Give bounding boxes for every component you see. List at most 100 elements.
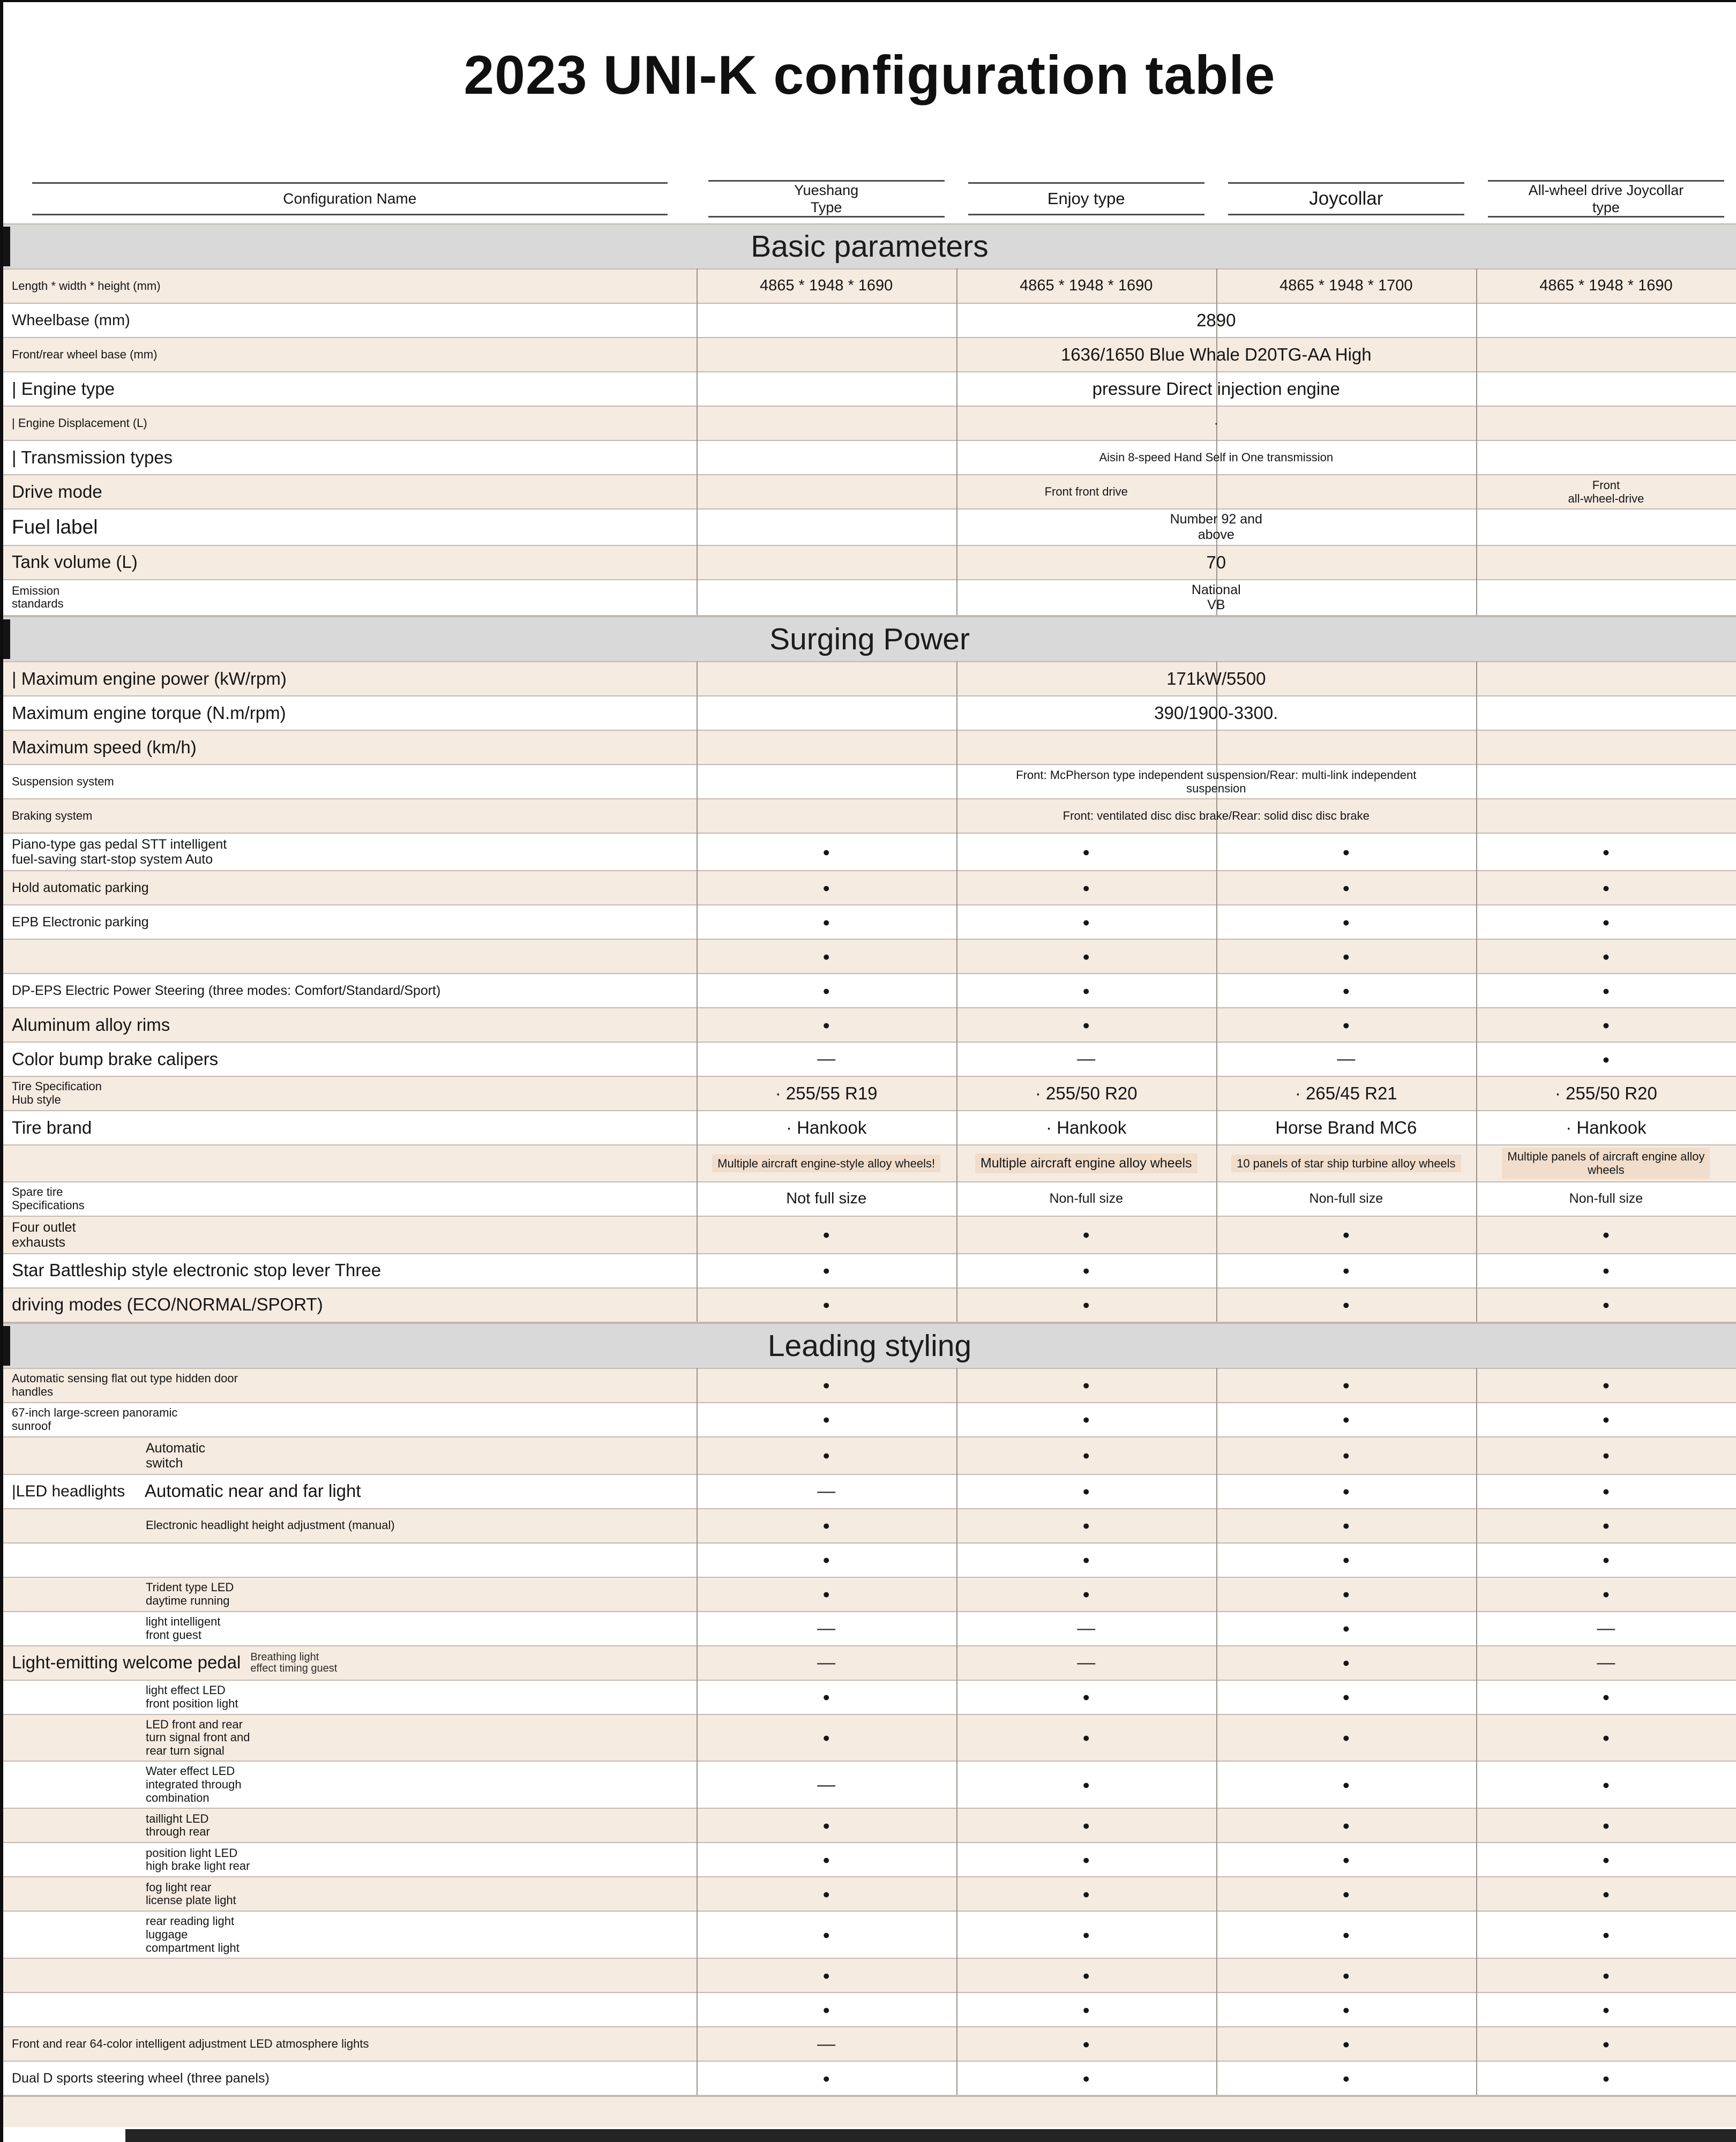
- feature-absent-dash: —: [817, 1652, 836, 1673]
- feature-included-dot: ●: [1082, 1968, 1090, 1982]
- value-cell: ●: [697, 1295, 956, 1314]
- row-label: | Engine Displacement (L): [12, 416, 147, 430]
- feature-included-dot: ●: [1602, 1818, 1610, 1833]
- feature-included-dot: ●: [1602, 844, 1610, 859]
- cell-value: 10 panels of star ship turbine alloy whe…: [1231, 1154, 1461, 1172]
- feature-included-dot: ●: [1082, 1227, 1090, 1242]
- section-title: Leading styling: [767, 1328, 972, 1363]
- feature-included-dot: ●: [1602, 1484, 1610, 1499]
- row-label-cell: Maximum engine torque (N.m/rpm): [3, 700, 697, 727]
- value-cell: 4865 * 1948 * 1690: [697, 275, 956, 297]
- feature-included-dot: ●: [1082, 1017, 1090, 1032]
- table-row: Automatic switch ● ● ● ●: [3, 1436, 1736, 1474]
- value-cell: Number 92 and above: [697, 510, 1736, 545]
- cell-value: Not full size: [786, 1189, 867, 1207]
- feature-included-dot: ●: [1342, 1484, 1350, 1499]
- feature-included-dot: ●: [1602, 1778, 1610, 1792]
- table-row: Drive mode Front front drive Front all-whe…: [3, 474, 1736, 508]
- feature-included-dot: ●: [822, 1928, 830, 1942]
- column-divider-line: [696, 268, 698, 615]
- feature-included-dot: ●: [1342, 880, 1350, 895]
- value-cell: 390/1900-3300.: [697, 701, 1736, 725]
- value-cell: ●: [1216, 2035, 1476, 2053]
- row-label: Aluminum alloy rims: [12, 1014, 170, 1035]
- value-cell: Aisin 8-speed Hand Self in One transmiss…: [697, 448, 1736, 466]
- value-cell: —: [697, 2032, 956, 2057]
- column-divider-line: [956, 268, 957, 615]
- table-row: Wheelbase (mm) 2890: [3, 303, 1736, 337]
- table-row: Spare tire Specifications Not full size No…: [3, 1181, 1736, 1216]
- value-cell: ●: [697, 1410, 956, 1428]
- feature-included-dot: ●: [1342, 1818, 1350, 1833]
- cell-value: · Hankook: [1046, 1118, 1127, 1138]
- value-cell: 4865 * 1948 * 1690: [956, 275, 1216, 297]
- cell-value: ·: [1214, 415, 1218, 431]
- cell-value: Multiple aircraft engine-style alloy whe…: [712, 1154, 941, 1172]
- row-label-cell: Water effect LED integrated through comb…: [3, 1762, 697, 1808]
- column-divider-line: [1216, 1367, 1217, 2095]
- value-cell: ●: [956, 2001, 1216, 2019]
- value-cell: ●: [697, 1446, 956, 1464]
- column-header-yueshang-type: Yueshang Type: [697, 174, 956, 223]
- feature-included-dot: ●: [1342, 1448, 1350, 1463]
- value-cell: —: [1216, 1046, 1476, 1072]
- value-cell: ●: [1216, 1816, 1476, 1834]
- row-label-cell: | Maximum engine power (kW/rpm): [3, 666, 697, 692]
- row-label-cell: Tank volume (L): [3, 549, 697, 575]
- row-label: fog light rear license plate light: [146, 1880, 236, 1907]
- row-label: Spare tire Specifications: [12, 1185, 85, 1212]
- row-label-cell: 67-inch large-screen panoramic sunroof: [3, 1403, 697, 1436]
- cell-value: Front front drive: [1044, 485, 1128, 499]
- feature-included-dot: ●: [1082, 949, 1090, 963]
- feature-included-dot: ●: [822, 1378, 830, 1392]
- table-row: driving modes (ECO/NORMAL/SPORT) ● ● ● ●: [3, 1287, 1736, 1322]
- table-row: Tire Specification Hub style · 255/55 R19…: [3, 1076, 1736, 1110]
- row-label-cell: light intelligent front guest: [3, 1612, 697, 1645]
- feature-included-dot: ●: [1602, 2003, 1610, 2017]
- section-body-leading-styling: Automatic sensing flat out type hidden d…: [3, 1367, 1736, 2096]
- value-cell: Front front drive: [697, 483, 1476, 500]
- table-row: DP-EPS Electric Power Steering (three mo…: [3, 973, 1736, 1007]
- row-label: Tire brand: [12, 1117, 92, 1137]
- value-cell: ●: [1476, 947, 1736, 965]
- feature-included-dot: ●: [1342, 2037, 1350, 2051]
- table-row: Light-emitting welcome pedal Breathing li…: [3, 1645, 1736, 1680]
- value-cell: ●: [1476, 1376, 1736, 1394]
- value-cell: —: [1476, 1616, 1736, 1641]
- value-cell: Front: McPherson type independent suspen…: [697, 766, 1736, 798]
- feature-included-dot: ●: [1602, 1928, 1610, 1942]
- row-label-cell: [3, 1557, 697, 1563]
- row-label: | Maximum engine power (kW/rpm): [12, 668, 287, 688]
- feature-included-dot: ●: [1342, 1928, 1350, 1942]
- value-cell: —: [697, 1650, 956, 1675]
- cell-value: 4865 * 1948 * 1700: [1279, 277, 1413, 295]
- column-header-text: Yueshang Type: [708, 179, 945, 218]
- value-cell: ●: [1216, 1728, 1476, 1747]
- value-cell: —: [1476, 1650, 1736, 1675]
- row-label: taillight LED through rear: [146, 1811, 210, 1839]
- table-row: ● ● ● ●: [3, 1992, 1736, 2026]
- value-cell: ●: [956, 1926, 1216, 1944]
- value-cell: ●: [956, 1585, 1216, 1603]
- value-cell: ●: [956, 1966, 1216, 1984]
- feature-included-dot: ●: [1082, 2071, 1090, 2085]
- feature-included-dot: ●: [1602, 1298, 1610, 1312]
- row-label-cell: Wheelbase (mm): [3, 309, 697, 332]
- value-cell: ●: [1216, 1551, 1476, 1569]
- row-label: Light-emitting welcome pedal: [12, 1652, 241, 1673]
- value-cell: [697, 745, 1736, 750]
- feature-included-dot: ●: [1342, 1263, 1350, 1278]
- value-cell: ●: [1216, 1516, 1476, 1534]
- value-cell: ●: [697, 1728, 956, 1747]
- table-row: Hold automatic parking ● ● ● ●: [3, 870, 1736, 904]
- table-row: Tire brand · Hankook · Hankook Horse Brand …: [3, 1110, 1736, 1144]
- table-row: Length * width * height (mm) 4865 * 1948 …: [3, 268, 1736, 303]
- cell-value: · 255/55 R19: [775, 1083, 878, 1104]
- value-cell: —: [697, 1772, 956, 1798]
- column-divider-line: [1476, 661, 1477, 1322]
- feature-included-dot: ●: [1342, 1553, 1350, 1567]
- row-label-cell: | Engine Displacement (L): [3, 414, 697, 433]
- row-label-cell: Tire brand: [3, 1115, 697, 1141]
- value-cell: Multiple aircraft engine-style alloy whe…: [697, 1152, 956, 1174]
- value-cell: ●: [697, 1966, 956, 1984]
